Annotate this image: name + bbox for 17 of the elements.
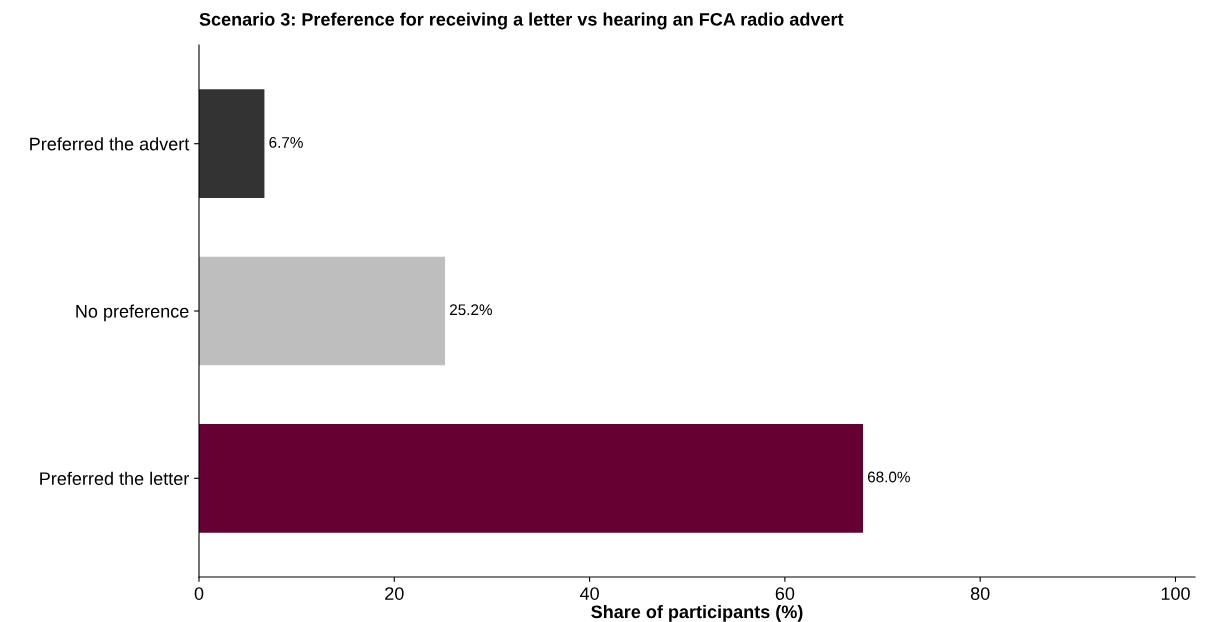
y-tick-label: No preference (76, 304, 189, 322)
x-tick-label: 20 (385, 587, 404, 600)
bar (199, 256, 446, 366)
y-tick-label: Preferred the advert (30, 137, 190, 151)
data-label: 6.7% (269, 136, 303, 148)
x-tick-label: 80 (970, 587, 990, 600)
data-label: 25.2% (450, 304, 493, 316)
x-tick-label: 40 (579, 587, 599, 600)
x-tick-label: 100 (1161, 587, 1190, 600)
bar (199, 423, 863, 533)
x-tick-label: 0 (194, 587, 204, 600)
x-tick-label: 60 (775, 587, 795, 600)
x-axis-title: Share of participants (%) (591, 604, 803, 622)
y-tick-label: Preferred the letter (40, 471, 189, 486)
bar (199, 89, 265, 199)
data-label: 68.0% (867, 471, 910, 483)
chart-title: Scenario 3: Preference for receiving a letter vs hearing an FCA radio advert (199, 12, 844, 30)
